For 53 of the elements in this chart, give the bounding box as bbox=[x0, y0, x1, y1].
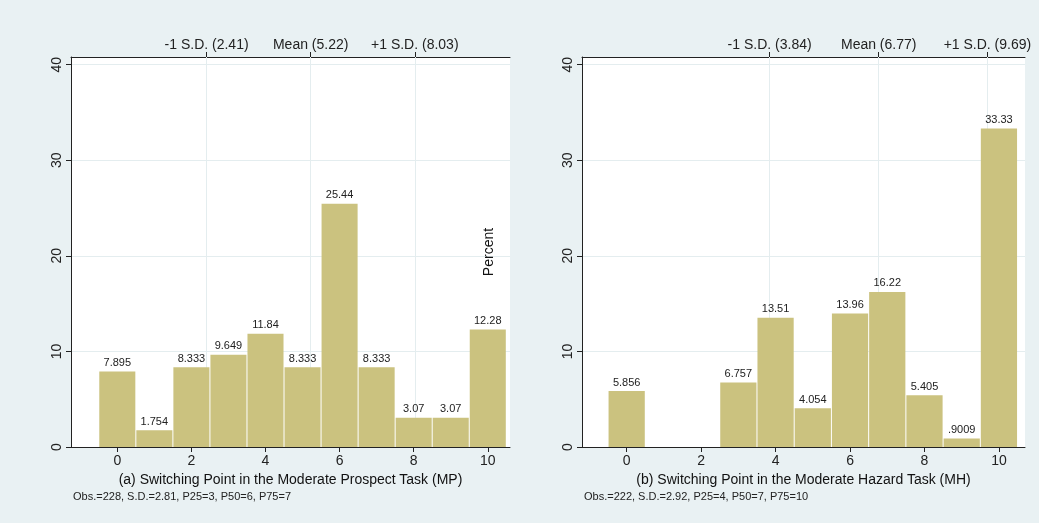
data-label: 11.84 bbox=[252, 318, 279, 331]
y-tick-label: 30 bbox=[559, 152, 575, 169]
y-tick-label: 0 bbox=[559, 442, 575, 451]
ref-line-label: -1 S.D. (3.84) bbox=[727, 36, 812, 52]
data-label: 5.405 bbox=[910, 379, 939, 392]
x-tick-label: 2 bbox=[697, 452, 706, 468]
data-label: .9009 bbox=[947, 422, 976, 435]
data-label: 4.054 bbox=[799, 392, 827, 405]
data-label: 33.33 bbox=[985, 112, 1013, 125]
y-tick-label: 40 bbox=[48, 56, 64, 73]
y-tick-label: 20 bbox=[559, 247, 575, 264]
x-tick-label: 6 bbox=[335, 452, 344, 468]
data-label: 25.44 bbox=[325, 188, 354, 201]
data-label: 3.07 bbox=[402, 402, 425, 415]
data-label: 6.757 bbox=[724, 366, 753, 379]
y-tick-label: 10 bbox=[559, 343, 575, 360]
x-tick-label: 4 bbox=[261, 452, 270, 468]
data-label: 3.07 bbox=[440, 402, 462, 415]
y-axis-title: Percent bbox=[480, 227, 496, 277]
data-label: 7.895 bbox=[103, 356, 132, 369]
x-tick-label: 10 bbox=[479, 452, 496, 468]
x-tick-label: 0 bbox=[622, 452, 631, 468]
ref-line-label: +1 S.D. (9.69) bbox=[943, 36, 1032, 52]
x-axis-title: (b) Switching Point in the Moderate Hazard Task (MH) bbox=[636, 470, 971, 487]
data-label: 9.649 bbox=[214, 339, 243, 352]
data-label: 13.51 bbox=[761, 302, 790, 315]
data-label: 16.22 bbox=[873, 276, 902, 289]
y-tick-label: 0 bbox=[48, 442, 64, 451]
x-tick-label: 6 bbox=[846, 452, 855, 468]
data-label: 8.333 bbox=[177, 351, 206, 364]
x-tick-label: 2 bbox=[187, 452, 196, 468]
ref-line-label: -1 S.D. (2.41) bbox=[164, 36, 249, 52]
ref-line-label: +1 S.D. (8.03) bbox=[371, 36, 459, 52]
data-label: 12.28 bbox=[474, 314, 502, 327]
data-label: 13.96 bbox=[836, 298, 864, 311]
y-tick-label: 20 bbox=[48, 247, 64, 264]
y-tick-label: 40 bbox=[559, 56, 575, 73]
data-label: 1.754 bbox=[140, 414, 169, 427]
text: Obs.=222, S.D.=2.92, P25=4, P50=7, P75=10 bbox=[584, 489, 809, 502]
y-tick-label: 30 bbox=[48, 152, 64, 169]
x-tick-label: 0 bbox=[113, 452, 122, 468]
data-label: 8.333 bbox=[362, 351, 391, 364]
data-label: 5.856 bbox=[612, 375, 641, 388]
x-axis-title: (a) Switching Point in the Moderate Prospect Task (MP) bbox=[118, 470, 463, 487]
text: Obs.=228, S.D.=2.81, P25=3, P50=6, P75=7 bbox=[73, 489, 292, 502]
x-tick-label: 8 bbox=[920, 452, 929, 468]
ref-line-label: Mean (6.77) bbox=[840, 36, 917, 52]
ref-line-label: Mean (5.22) bbox=[272, 36, 349, 52]
x-tick-label: 10 bbox=[991, 452, 1007, 468]
x-tick-label: 4 bbox=[771, 452, 780, 468]
x-tick-label: 8 bbox=[409, 452, 418, 468]
y-tick-label: 10 bbox=[48, 343, 64, 360]
data-label: 8.333 bbox=[288, 351, 317, 364]
